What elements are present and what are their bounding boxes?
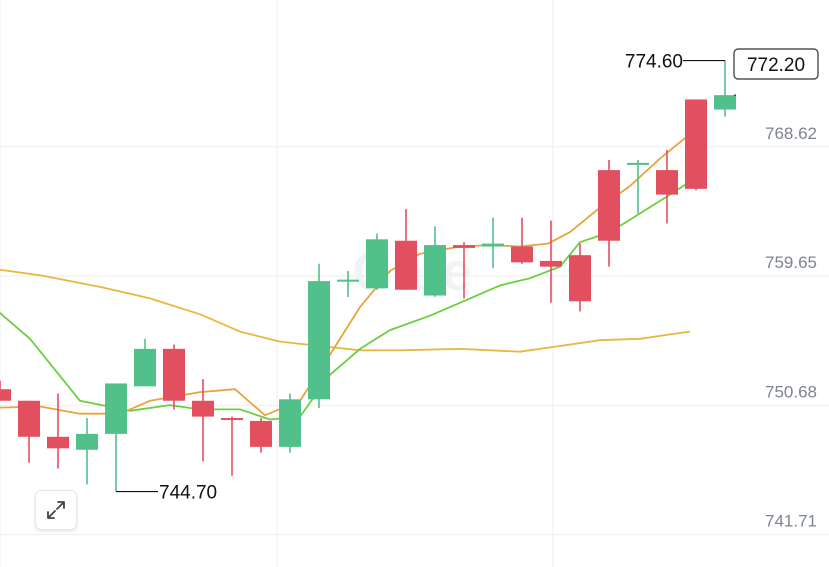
ma-mid-line — [0, 180, 691, 421]
y-tick-label: 768.62 — [765, 124, 817, 143]
candle-body — [337, 279, 359, 282]
candle-body — [511, 246, 533, 263]
candle-down — [656, 149, 678, 224]
low-label: 744.70 — [159, 483, 217, 504]
candle-body — [714, 95, 736, 110]
candle-body — [482, 243, 504, 247]
y-tick-label: 741.71 — [765, 512, 817, 531]
candle-up — [424, 226, 446, 297]
candle-down — [192, 379, 214, 462]
ma-long-line — [0, 268, 691, 353]
candle-body — [598, 170, 620, 241]
candle-down — [47, 393, 69, 469]
candle-up — [482, 217, 504, 269]
candle-down — [569, 243, 591, 312]
candle-down — [453, 242, 475, 299]
candle-body — [569, 255, 591, 302]
last-price-marker: 772.20 — [733, 48, 819, 96]
y-tick-label: 759.65 — [765, 253, 817, 272]
y-axis-ticks: 768.62 759.65 750.68 741.71 — [765, 124, 817, 531]
high-marker: 774.60 — [625, 52, 725, 73]
candle-down — [511, 217, 533, 264]
candle-body — [134, 348, 156, 387]
ma-short-line — [0, 133, 691, 417]
candle-up — [627, 160, 649, 214]
last-price-box — [733, 48, 819, 80]
candle-down — [395, 209, 417, 290]
candle-body — [540, 260, 562, 267]
moving-average-lines — [0, 133, 691, 421]
candle-down — [0, 380, 11, 401]
candle-down — [250, 418, 272, 453]
last-price-label: 772.20 — [747, 55, 805, 76]
candle-up — [105, 383, 127, 492]
candle-up — [279, 393, 301, 453]
expand-arrows-icon — [47, 501, 65, 519]
candle-down — [598, 160, 620, 267]
candle-body — [395, 240, 417, 290]
y-tick-label: 750.68 — [765, 382, 817, 401]
candle-body — [366, 239, 388, 289]
candle-down — [18, 400, 40, 463]
expand-chart-button[interactable] — [35, 490, 77, 530]
candle-down — [163, 344, 185, 410]
candle-body — [0, 389, 11, 401]
candle-down — [540, 220, 562, 303]
candle-body — [685, 99, 707, 189]
candle-up — [366, 233, 388, 290]
low-marker: 744.70 — [116, 483, 217, 504]
high-label: 774.60 — [625, 52, 683, 73]
candle-down — [221, 416, 243, 476]
candles — [0, 60, 736, 492]
candle-body — [163, 348, 185, 401]
candle-body — [279, 399, 301, 447]
candle-body — [250, 420, 272, 447]
candle-down — [685, 99, 707, 191]
candle-body — [627, 162, 649, 165]
candle-body — [308, 281, 330, 400]
candle-body — [221, 418, 243, 421]
candle-body — [105, 383, 127, 434]
candle-body — [76, 433, 98, 450]
candle-up — [337, 271, 359, 297]
candle-up — [714, 60, 736, 117]
candle-body — [47, 436, 69, 449]
candle-body — [192, 400, 214, 417]
candle-body — [18, 400, 40, 437]
candle-body — [453, 245, 475, 248]
candle-body — [656, 170, 678, 195]
candle-up — [76, 418, 98, 485]
candle-up — [134, 338, 156, 387]
candle-body — [424, 245, 446, 296]
candle-up — [308, 263, 330, 408]
